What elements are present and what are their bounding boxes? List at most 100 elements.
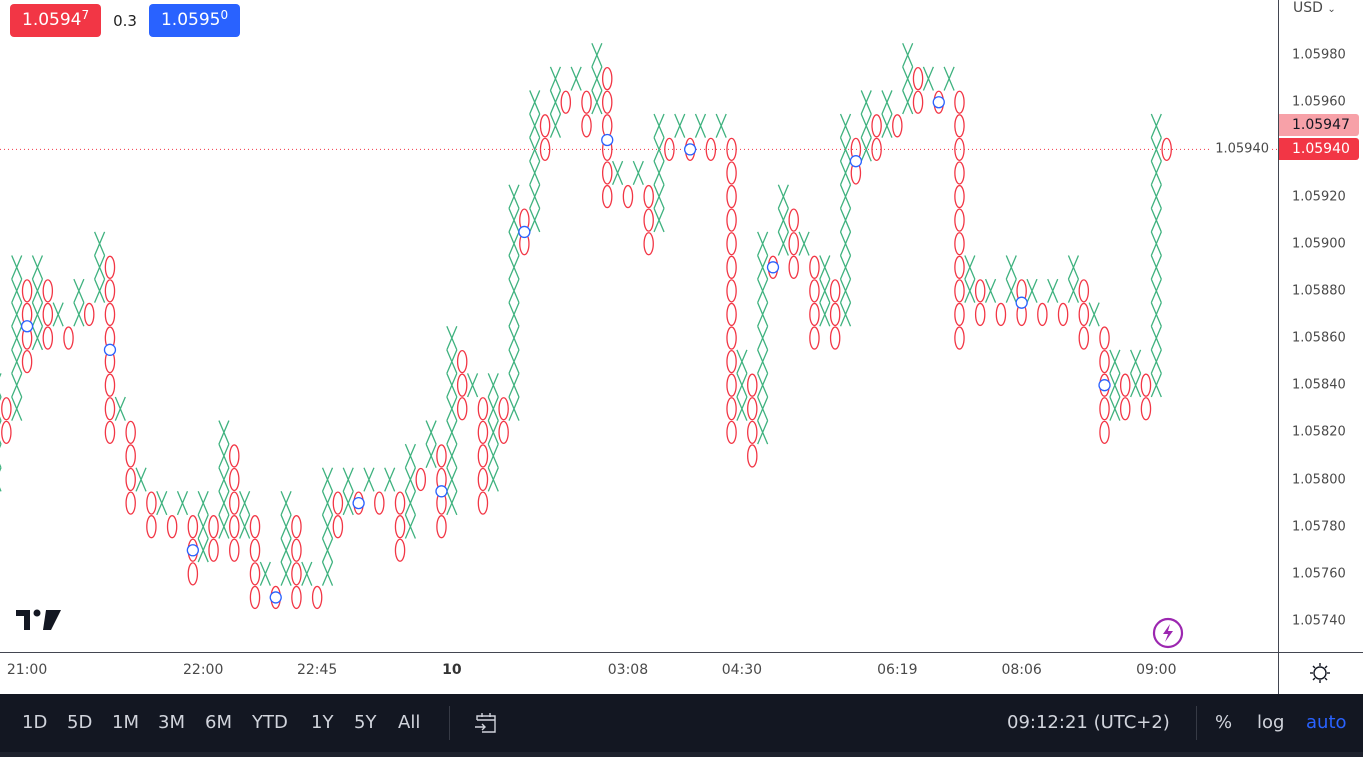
o-box <box>83 302 95 327</box>
x-box <box>1005 278 1017 303</box>
x-tick-label: 06:19 <box>877 662 918 678</box>
x-column <box>446 325 458 516</box>
o-column <box>229 444 240 562</box>
o-box <box>21 349 33 374</box>
o-box <box>146 491 157 515</box>
x-column <box>197 491 209 563</box>
o-box <box>187 515 199 539</box>
y-tick-label: 1.05940 <box>1212 141 1272 157</box>
o-box <box>1099 326 1110 350</box>
x-column <box>94 231 106 303</box>
currency-selector[interactable]: USD ⌄ <box>1293 0 1336 16</box>
o-column <box>995 302 1007 327</box>
x-box <box>280 561 292 586</box>
x-column <box>549 66 562 138</box>
range-button-3m[interactable]: 3M <box>158 712 185 733</box>
lightning-icon[interactable] <box>1151 616 1185 654</box>
o-box <box>229 515 240 539</box>
o-column <box>456 349 468 421</box>
o-box <box>726 326 737 350</box>
divider <box>449 706 450 740</box>
x-box <box>11 349 23 374</box>
tradingview-logo[interactable] <box>16 608 62 636</box>
x-box <box>135 467 147 492</box>
x-box <box>757 396 769 421</box>
x-box <box>964 255 976 280</box>
o-column <box>1037 302 1048 327</box>
o-box <box>291 538 302 562</box>
price-legend: 1.05947 0.3 1.05950 <box>10 4 241 37</box>
x-box <box>1150 137 1162 162</box>
range-button-ytd[interactable]: YTD <box>252 712 288 733</box>
x-box <box>757 420 769 445</box>
percent-toggle[interactable]: % <box>1215 712 1233 733</box>
o-column <box>809 255 820 350</box>
o-column <box>1119 373 1131 421</box>
auto-toggle[interactable]: auto <box>1306 712 1347 733</box>
o-box <box>456 397 468 421</box>
x-box <box>674 113 686 138</box>
o-box <box>229 467 240 492</box>
o-box <box>726 208 737 232</box>
x-box <box>73 278 85 303</box>
y-tick-label: 1.05880 <box>1292 283 1346 299</box>
o-box <box>436 444 447 468</box>
clock-timezone[interactable]: 09:12:21 (UTC+2) <box>1007 712 1170 733</box>
y-tick-label: 1.05840 <box>1292 377 1346 393</box>
range-button-1m[interactable]: 1M <box>112 712 139 733</box>
o-box <box>1 397 12 421</box>
ask-price-button[interactable]: 1.05950 <box>148 4 241 37</box>
x-box <box>94 278 106 303</box>
x-box <box>839 255 852 280</box>
x-box <box>653 113 665 138</box>
o-column <box>83 302 95 327</box>
o-column <box>726 137 737 445</box>
x-column <box>591 43 603 115</box>
o-box <box>125 467 136 492</box>
range-button-5d[interactable]: 5D <box>67 712 93 733</box>
x-box <box>1150 349 1162 374</box>
ask-price: 1.0595 <box>160 10 221 30</box>
o-box <box>249 585 261 610</box>
x-column <box>612 160 624 186</box>
time-marker <box>849 155 863 168</box>
o-column <box>498 397 509 445</box>
range-button-5y[interactable]: 5Y <box>354 712 377 733</box>
gear-icon[interactable] <box>1309 662 1331 688</box>
x-box <box>757 302 769 327</box>
x-column <box>11 255 23 421</box>
x-box <box>757 325 769 351</box>
o-box <box>726 184 737 209</box>
range-button-all[interactable]: All <box>398 712 421 733</box>
range-button-1y[interactable]: 1Y <box>311 712 334 733</box>
o-box <box>249 562 261 586</box>
x-column <box>425 420 437 468</box>
o-box <box>726 161 737 185</box>
ask-price-pip: 0 <box>220 8 229 22</box>
o-box <box>747 420 758 445</box>
x-box <box>384 467 396 492</box>
pnf-chart-plot[interactable] <box>0 0 1278 652</box>
x-box <box>508 373 520 398</box>
calendar-arrow-icon[interactable] <box>473 710 499 740</box>
o-box <box>726 279 737 303</box>
range-button-6m[interactable]: 6M <box>205 712 232 733</box>
o-box <box>747 397 758 421</box>
chevron-down-icon: ⌄ <box>1327 4 1336 15</box>
x-box <box>508 396 520 421</box>
x-box <box>508 231 520 256</box>
x-box <box>218 467 230 492</box>
x-box <box>964 278 976 303</box>
o-column <box>871 114 882 162</box>
bid-price-button[interactable]: 1.05947 <box>10 4 102 37</box>
x-column <box>798 231 810 256</box>
range-button-1d[interactable]: 1D <box>22 712 48 733</box>
o-box <box>208 538 219 562</box>
o-column <box>166 515 178 539</box>
log-toggle[interactable]: log <box>1257 712 1285 733</box>
o-box <box>809 326 820 350</box>
x-column <box>280 491 292 586</box>
o-box <box>187 562 199 586</box>
o-column <box>249 515 261 610</box>
x-box <box>736 373 748 398</box>
